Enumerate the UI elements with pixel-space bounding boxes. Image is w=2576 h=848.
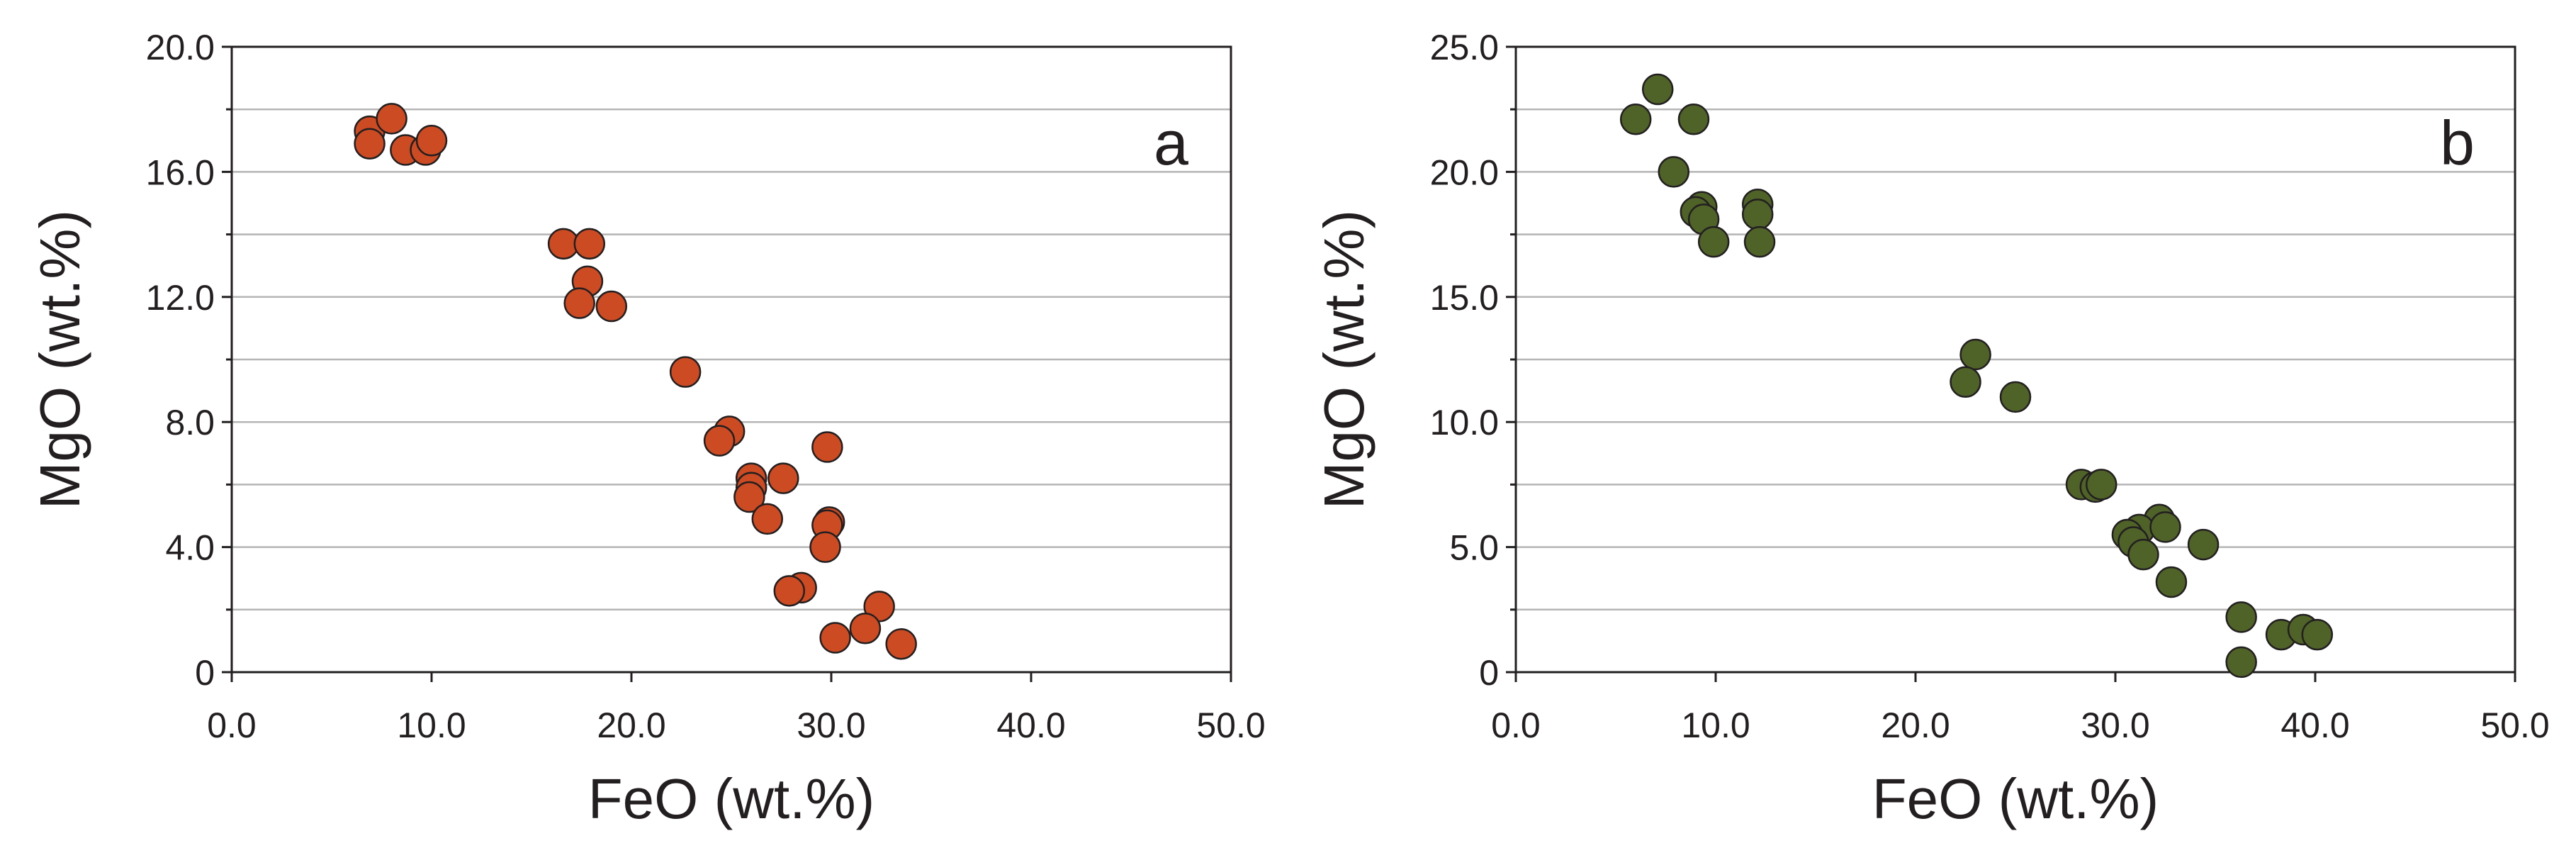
- panel-b-data-point: [2086, 469, 2117, 501]
- panel-a-x-tick-label: 50.0: [1196, 705, 1265, 745]
- panel-b-data-point: [2187, 528, 2220, 561]
- panel-b-data-point: [2127, 538, 2159, 571]
- panel-a-y-tick-label: 20.0: [146, 28, 215, 67]
- panel-b-chart: 0 5.0 10.0 15.0 20.0 25.0 0.0 10.0 20.0 30.0 40.0…: [1312, 28, 2550, 830]
- panel-b-label: b: [2440, 108, 2475, 178]
- panel-b-y-axis-title: MgO (wt.%): [1312, 210, 1376, 509]
- panel-a-data-point: [669, 356, 702, 388]
- panel-a-data-point: [819, 622, 851, 654]
- panel-a-gridlines: [232, 108, 1231, 611]
- panel-a-data-point: [767, 462, 799, 494]
- panel-b-y-tick-label: 0: [1479, 653, 1499, 693]
- panel-b-x-tick-label: 20.0: [1881, 705, 1950, 745]
- panel-a-x-tick-label: 0.0: [207, 705, 257, 745]
- panel-a-data-point: [354, 128, 386, 160]
- panel-b-data-point: [1658, 156, 1690, 188]
- panel-a-data-point: [773, 575, 806, 607]
- panel-a-y-tick-label: 0: [195, 653, 215, 693]
- panel-b-data-point: [2155, 566, 2188, 598]
- panel-b-x-tick-label: 50.0: [2480, 705, 2549, 745]
- panel-b-data-point: [1959, 338, 1991, 371]
- panel-a-data-point: [751, 503, 784, 535]
- panel-b-data-point: [2225, 601, 2257, 633]
- panel-b-data-point: [1677, 104, 1710, 135]
- panel-b-data-point: [2301, 618, 2334, 651]
- panel-a-x-tick-label: 40.0: [996, 705, 1065, 745]
- panel-b-data-point: [1950, 366, 1981, 398]
- panel-b-y-tick-label: 20.0: [1430, 152, 1499, 192]
- panel-a-data-point: [563, 287, 595, 319]
- panel-b-y-tick-label: 25.0: [1430, 28, 1499, 67]
- panel-b-data-point: [1619, 104, 1652, 135]
- panel-b-points: [1619, 73, 2334, 679]
- panel-a-data-point: [573, 228, 606, 260]
- panel-b-x-axis-title: FeO (wt.%): [1872, 767, 2159, 830]
- panel-b-x-tick-label: 40.0: [2280, 705, 2349, 745]
- panel-a-data-point: [376, 103, 407, 135]
- panel-a-y-ticks: 0 4.0 8.0 12.0 16.0 20.0: [146, 28, 232, 693]
- panel-a-y-tick-label: 4.0: [165, 528, 215, 568]
- panel-b-data-point: [1743, 225, 1776, 258]
- panel-a-x-ticks: 0.0 10.0 20.0 30.0 40.0 50.0: [207, 672, 1266, 745]
- panel-a-y-tick-label: 12.0: [146, 278, 215, 318]
- panel-a-data-point: [849, 613, 882, 645]
- panel-a-y-tick-label: 16.0: [146, 152, 215, 192]
- panel-a-data-point: [811, 431, 843, 463]
- panel-a-x-axis-title: FeO (wt.%): [588, 767, 874, 830]
- panel-b-x-tick-label: 0.0: [1491, 705, 1541, 745]
- panel-a-label: a: [1154, 108, 1188, 178]
- panel-b-data-point: [1741, 199, 1774, 230]
- panel-a-data-point: [885, 628, 917, 660]
- panel-a-data-point: [809, 531, 841, 563]
- panel-a-points: [354, 103, 917, 660]
- panel-b-y-ticks: 0 5.0 10.0 15.0 20.0 25.0: [1430, 28, 1516, 693]
- panel-b-data-point: [2149, 511, 2181, 543]
- panel-a-x-tick-label: 30.0: [797, 705, 865, 745]
- panel-a-data-point: [733, 481, 765, 513]
- panel-b-x-tick-label: 30.0: [2081, 705, 2149, 745]
- panel-b-data-point: [2225, 646, 2257, 679]
- panel-a-y-axis-title: MgO (wt.%): [28, 210, 91, 509]
- panel-a-data-point: [415, 125, 448, 157]
- panel-a-x-tick-label: 10.0: [397, 705, 466, 745]
- panel-b-y-tick-label: 15.0: [1430, 278, 1499, 318]
- panel-b-x-tick-label: 10.0: [1681, 705, 1750, 745]
- panel-b-x-ticks: 0.0 10.0 20.0 30.0 40.0 50.0: [1491, 672, 2550, 745]
- panel-a-x-tick-label: 20.0: [597, 705, 665, 745]
- panel-b-y-tick-label: 10.0: [1430, 403, 1499, 442]
- panel-b-data-point: [1999, 381, 2032, 413]
- panel-a-y-tick-label: 8.0: [165, 403, 215, 442]
- panel-a-data-point: [595, 290, 628, 323]
- panel-b-data-point: [1641, 73, 1674, 106]
- panel-b-data-point: [1697, 225, 1730, 258]
- panel-a-data-point: [703, 425, 736, 457]
- panel-b-y-tick-label: 5.0: [1449, 528, 1499, 568]
- panel-a-chart: 0 4.0 8.0 12.0 16.0 20.0 0.0 10.0 20.0 30.0 40.0 5…: [28, 28, 1266, 830]
